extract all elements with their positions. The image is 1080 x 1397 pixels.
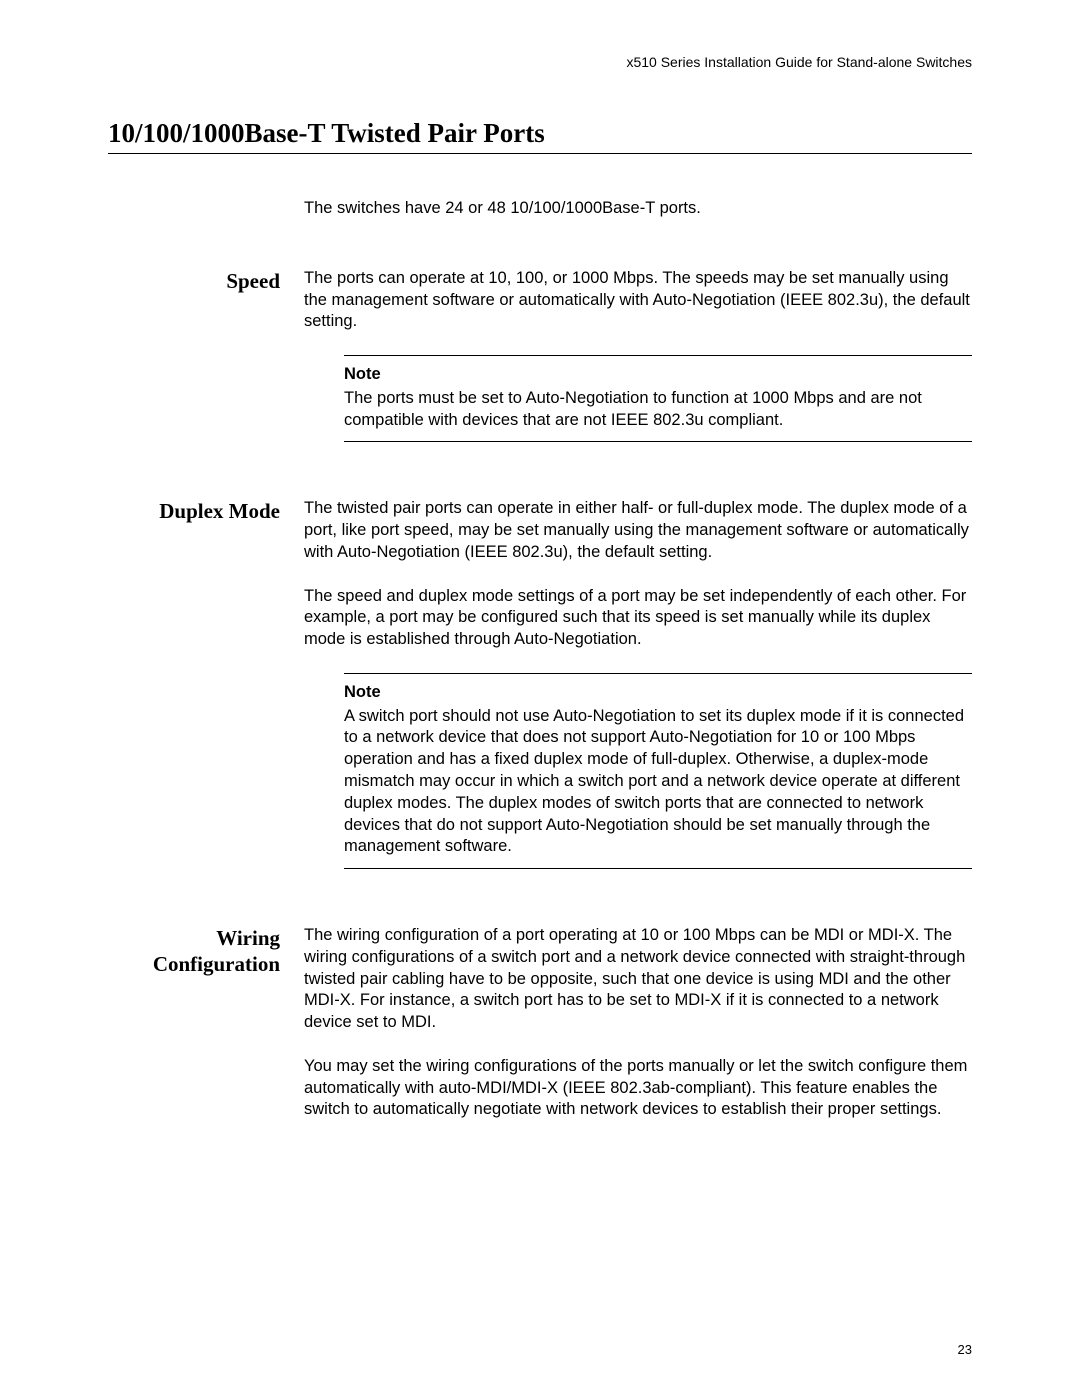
duplex-note-box: Note A switch port should not use Auto-N… (344, 673, 972, 869)
duplex-body: The twisted pair ports can operate in ei… (304, 498, 972, 899)
wiring-section: Wiring Configuration The wiring configur… (108, 925, 972, 1143)
chapter-title: 10/100/1000Base-T Twisted Pair Ports (108, 118, 972, 154)
page: x510 Series Installation Guide for Stand… (0, 0, 1080, 1397)
speed-note-box: Note The ports must be set to Auto-Negot… (344, 355, 972, 442)
intro-paragraph: The switches have 24 or 48 10/100/1000Ba… (304, 198, 972, 220)
speed-section: Speed The ports can operate at 10, 100, … (108, 268, 972, 473)
duplex-paragraph-2: The speed and duplex mode settings of a … (304, 586, 972, 651)
duplex-note-label: Note (344, 682, 972, 704)
duplex-section: Duplex Mode The twisted pair ports can o… (108, 498, 972, 899)
page-number: 23 (958, 1342, 972, 1357)
wiring-body: The wiring configuration of a port opera… (304, 925, 972, 1143)
speed-paragraph-1: The ports can operate at 10, 100, or 100… (304, 268, 972, 333)
speed-note-text: The ports must be set to Auto-Negotiatio… (344, 388, 972, 432)
speed-body: The ports can operate at 10, 100, or 100… (304, 268, 972, 473)
wiring-heading-line2: Configuration (153, 952, 280, 976)
intro-body: The switches have 24 or 48 10/100/1000Ba… (304, 198, 972, 242)
duplex-heading: Duplex Mode (108, 498, 304, 899)
speed-note-label: Note (344, 364, 972, 386)
duplex-note-text: A switch port should not use Auto-Negoti… (344, 706, 972, 858)
wiring-paragraph-2: You may set the wiring configurations of… (304, 1056, 972, 1121)
wiring-heading: Wiring Configuration (108, 925, 304, 1143)
wiring-paragraph-1: The wiring configuration of a port opera… (304, 925, 972, 1034)
intro-row: The switches have 24 or 48 10/100/1000Ba… (108, 198, 972, 242)
intro-side-empty (108, 198, 304, 242)
duplex-paragraph-1: The twisted pair ports can operate in ei… (304, 498, 972, 563)
wiring-heading-line1: Wiring (216, 926, 280, 950)
speed-heading: Speed (108, 268, 304, 473)
running-head: x510 Series Installation Guide for Stand… (108, 54, 972, 70)
